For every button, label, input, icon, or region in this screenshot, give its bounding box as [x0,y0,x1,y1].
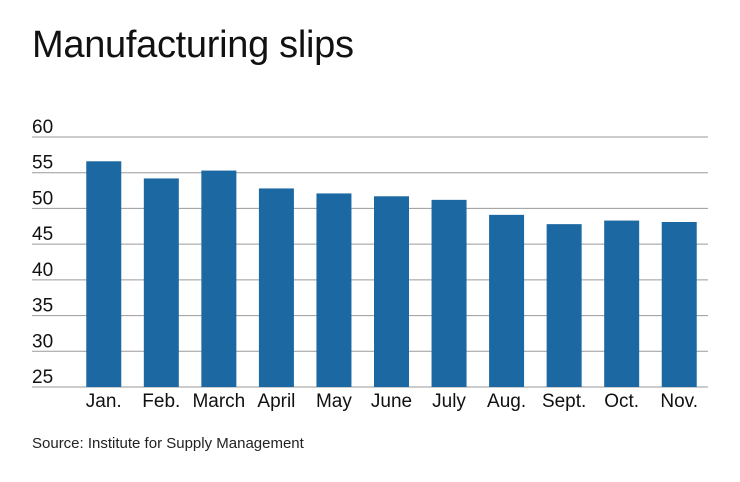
y-tick-label: 25 [32,367,53,388]
y-tick-label: 45 [32,224,53,245]
x-tick-label: Feb. [142,391,180,412]
source-note: Source: Institute for Supply Management [32,435,304,452]
y-tick-label: 50 [32,188,53,209]
x-tick-label: May [316,391,352,412]
x-tick-label: Aug. [487,391,526,412]
y-tick-label: 60 [32,117,53,138]
bar-jan [86,161,122,387]
x-axis-labels: Jan. Feb. March April May June July Aug. Sept. Oc… [86,391,698,412]
y-tick-label: 55 [32,153,53,174]
chart-title: Manufacturing slips [32,24,354,66]
y-tick-label: 40 [32,260,53,281]
bar-oct [604,220,640,387]
x-tick-label: April [257,391,295,412]
x-tick-label: Jan. [86,391,122,412]
y-tick-label: 30 [32,331,53,352]
bar-april [258,188,294,387]
bar-nov [661,222,697,387]
bar-may [316,193,352,387]
bar-aug [489,214,525,387]
y-axis-ticks: 25 30 35 40 45 50 55 60 [32,117,53,388]
x-tick-label: Nov. [660,391,698,412]
x-tick-label: July [432,391,466,412]
x-tick-label: Oct. [604,391,639,412]
x-tick-label: March [192,391,245,412]
x-tick-label: Sept. [542,391,586,412]
bar-july [431,199,467,387]
bar-march [201,170,237,387]
y-tick-label: 35 [32,296,53,317]
bars [86,161,697,387]
bar-june [374,196,409,387]
bar-sept [546,224,582,387]
bar-feb [143,178,179,387]
x-tick-label: June [371,391,412,412]
